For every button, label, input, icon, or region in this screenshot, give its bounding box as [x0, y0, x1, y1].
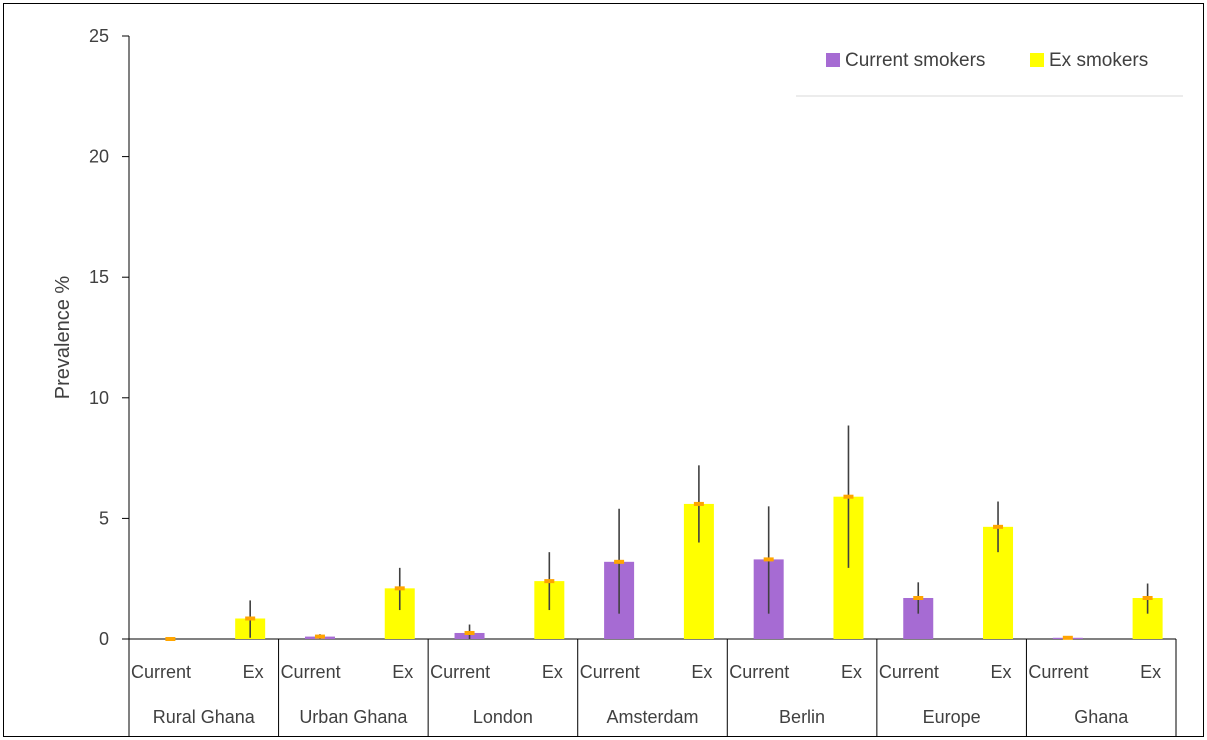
- mean-marker: [544, 579, 555, 584]
- category-label-current: Current: [131, 662, 191, 682]
- category-label-current: Current: [430, 662, 490, 682]
- category-label-current: Current: [879, 662, 939, 682]
- mean-marker: [993, 524, 1004, 529]
- mean-marker: [614, 559, 625, 564]
- category-label-current: Current: [729, 662, 789, 682]
- y-tick-label: 25: [89, 26, 109, 46]
- y-tick-label: 10: [89, 388, 109, 408]
- group-label: Rural Ghana: [153, 707, 256, 727]
- category-label-ex: Ex: [392, 662, 413, 682]
- category-label-ex: Ex: [542, 662, 563, 682]
- group-label: Ghana: [1074, 707, 1129, 727]
- category-label-ex: Ex: [991, 662, 1012, 682]
- mean-marker: [693, 501, 704, 506]
- group-label: Europe: [923, 707, 981, 727]
- category-label-current: Current: [281, 662, 341, 682]
- mean-marker: [464, 630, 475, 635]
- group-label: London: [473, 707, 533, 727]
- mean-marker: [763, 557, 774, 562]
- legend-label-ex: Ex smokers: [1049, 50, 1148, 71]
- legend-label-current: Current smokers: [845, 50, 985, 71]
- mean-marker: [245, 616, 256, 621]
- mean-marker: [1062, 635, 1073, 640]
- mean-marker: [165, 637, 176, 641]
- mean-marker: [843, 494, 854, 499]
- mean-marker: [314, 634, 325, 639]
- y-tick-label: 15: [89, 267, 109, 287]
- legend-swatch-ex: [1030, 53, 1044, 67]
- y-tick-label: 0: [99, 629, 109, 649]
- category-label-ex: Ex: [841, 662, 862, 682]
- mean-marker: [394, 586, 405, 591]
- mean-marker: [1142, 595, 1153, 600]
- category-label-ex: Ex: [1140, 662, 1161, 682]
- y-tick-label: 5: [99, 508, 109, 528]
- group-label: Amsterdam: [606, 707, 698, 727]
- category-label-current: Current: [1028, 662, 1088, 682]
- category-label-current: Current: [580, 662, 640, 682]
- mean-marker: [913, 595, 924, 600]
- legend-swatch-current: [826, 53, 840, 67]
- category-label-ex: Ex: [691, 662, 712, 682]
- y-axis-title: Prevalence %: [52, 276, 74, 400]
- group-label: Berlin: [779, 707, 825, 727]
- category-label-ex: Ex: [243, 662, 264, 682]
- y-tick-label: 20: [89, 147, 109, 167]
- group-label: Urban Ghana: [299, 707, 408, 727]
